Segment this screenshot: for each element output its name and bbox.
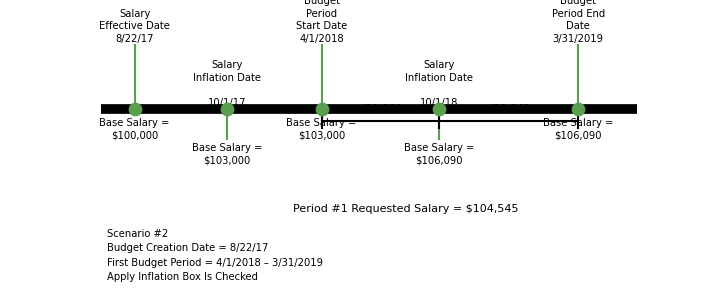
Point [316, 106, 328, 111]
Text: Base Salary =
$100,000: Base Salary = $100,000 [99, 118, 170, 140]
Text: Salary
Effective Date
8/22/17: Salary Effective Date 8/22/17 [99, 9, 170, 44]
Text: Budget
Period End
Date
3/31/2019: Budget Period End Date 3/31/2019 [552, 0, 605, 44]
Text: Budget
Period
Start Date
4/1/2018: Budget Period Start Date 4/1/2018 [296, 0, 347, 44]
Text: $53,045: $53,045 [487, 103, 530, 113]
Text: Base Salary =
$103,000: Base Salary = $103,000 [287, 118, 356, 140]
Point [572, 106, 584, 111]
Text: Period #1 Requested Salary = $104,545: Period #1 Requested Salary = $104,545 [292, 204, 518, 214]
Text: Base Salary =
$106,090: Base Salary = $106,090 [404, 143, 474, 165]
Text: Scenario #2
Budget Creation Date = 8/22/17
First Budget Period = 4/1/2018 – 3/31: Scenario #2 Budget Creation Date = 8/22/… [107, 229, 323, 282]
Text: $51,500: $51,500 [359, 103, 402, 113]
Text: Base Salary =
$106,090: Base Salary = $106,090 [543, 118, 613, 140]
Point [433, 106, 444, 111]
Point [221, 106, 233, 111]
Point [129, 106, 140, 111]
Text: Salary
Inflation Date

10/1/17: Salary Inflation Date 10/1/17 [193, 61, 261, 108]
Text: Salary
Inflation Date

10/1/18: Salary Inflation Date 10/1/18 [405, 61, 473, 108]
Text: Base Salary =
$103,000: Base Salary = $103,000 [192, 143, 262, 165]
